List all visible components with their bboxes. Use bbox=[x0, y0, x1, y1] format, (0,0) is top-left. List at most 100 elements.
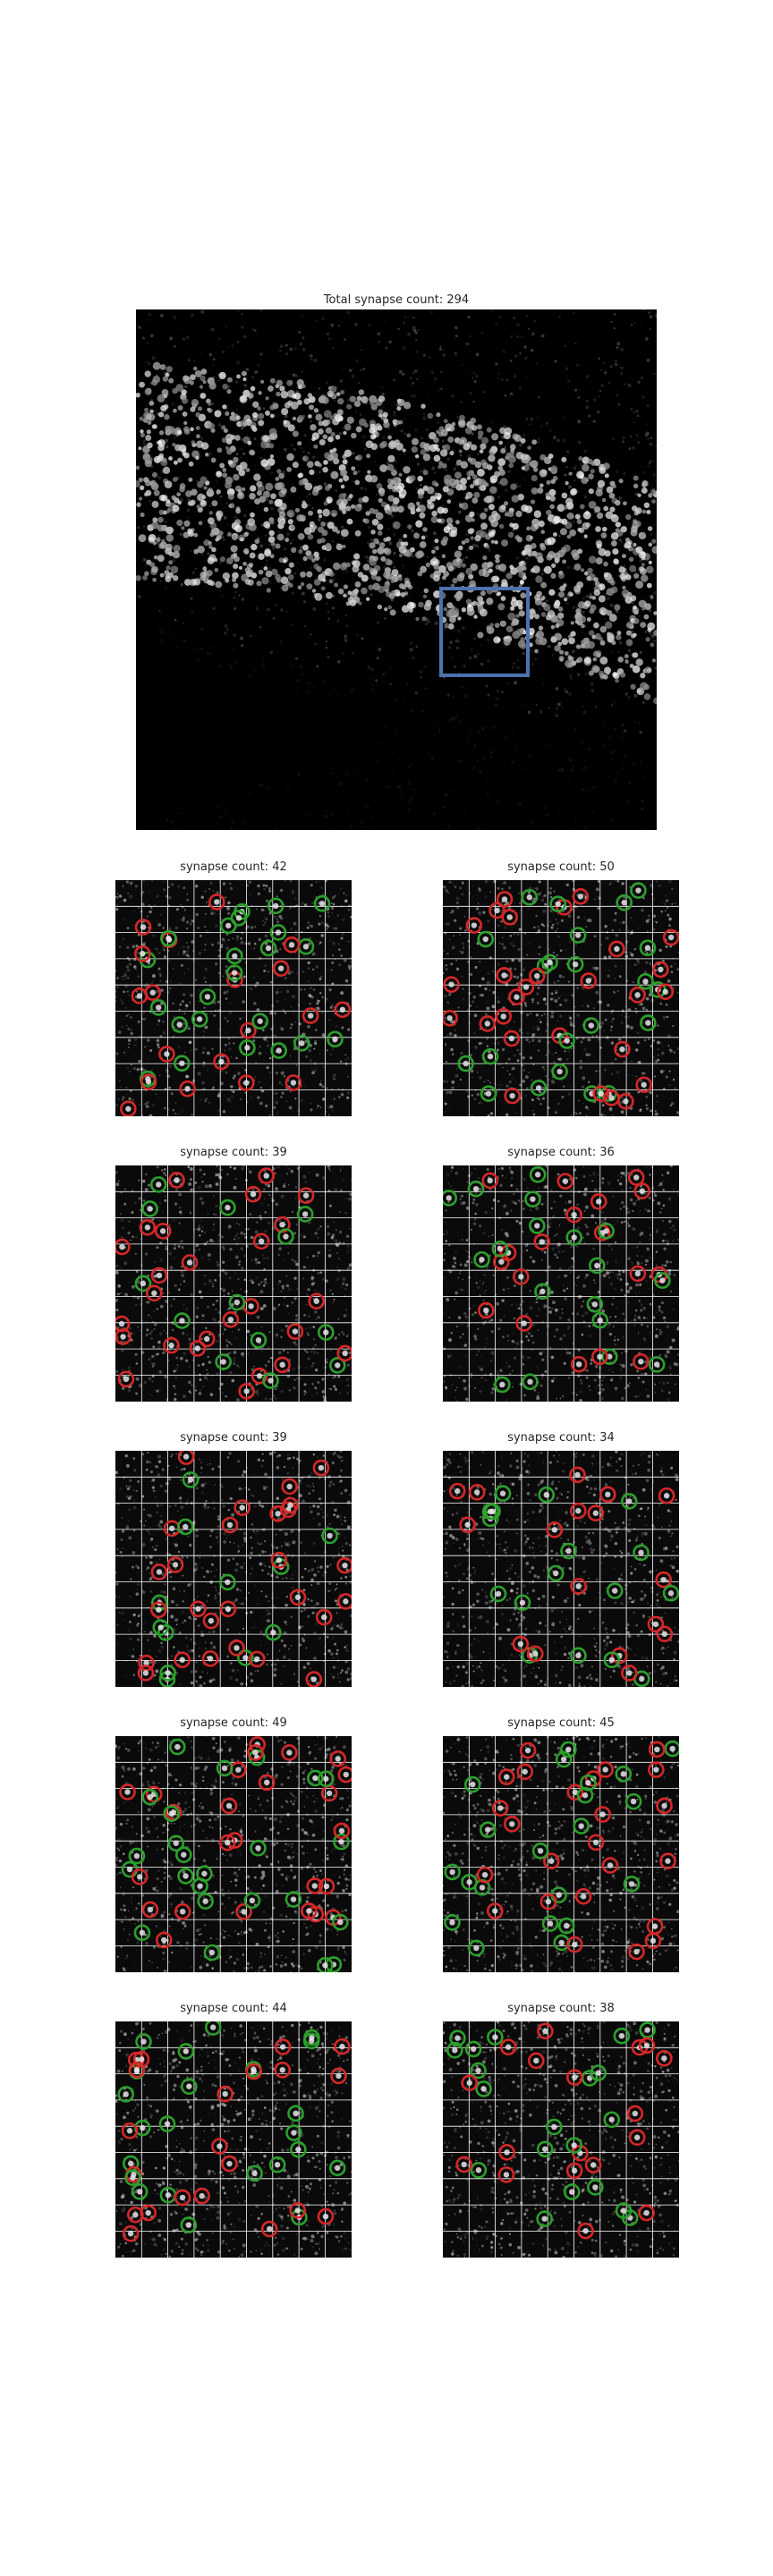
synapse-marker-green bbox=[549, 895, 566, 912]
synapse-marker-red bbox=[448, 1482, 466, 1500]
overview-image bbox=[136, 309, 657, 830]
synapse-marker-red bbox=[633, 1352, 650, 1370]
synapse-marker-red bbox=[238, 1074, 255, 1091]
synapse-marker-green bbox=[230, 910, 248, 927]
synapse-marker-green bbox=[277, 1228, 294, 1245]
panel-title: synapse count: 34 bbox=[507, 1431, 615, 1445]
panel-title: synapse count: 38 bbox=[507, 2002, 615, 2015]
synapse-marker-red bbox=[285, 1074, 302, 1091]
synapse-marker-red bbox=[334, 2038, 351, 2055]
synapse-marker-red bbox=[208, 894, 225, 911]
panel-image bbox=[115, 1165, 352, 1402]
synapse-marker-red bbox=[527, 2052, 545, 2070]
synapse-marker-red bbox=[546, 1521, 564, 1538]
synapse-marker-red bbox=[247, 1744, 264, 1761]
synapse-marker-red bbox=[174, 1902, 191, 1920]
synapse-marker-red bbox=[638, 2037, 656, 2055]
synapse-marker-green bbox=[268, 2156, 286, 2174]
synapse-marker-green bbox=[586, 1296, 604, 1313]
panel-image bbox=[443, 880, 679, 1116]
synapse-marker-green bbox=[489, 1585, 507, 1603]
synapse-marker-red bbox=[526, 1645, 544, 1663]
synapse-marker-green bbox=[117, 2086, 135, 2103]
synapse-marker-red bbox=[592, 1085, 610, 1102]
synapse-marker-green bbox=[491, 1240, 509, 1258]
synapse-marker-green bbox=[262, 1372, 279, 1389]
synapse-marker-green bbox=[269, 924, 287, 941]
synapse-marker-red bbox=[145, 1284, 163, 1302]
synapse-marker-red bbox=[238, 1383, 255, 1400]
synapse-marker-green bbox=[560, 1542, 577, 1560]
synapse-marker-red bbox=[131, 987, 149, 1004]
synapse-marker-red bbox=[565, 2162, 583, 2180]
synapse-marker-green bbox=[603, 1651, 621, 1669]
synapse-marker-green bbox=[624, 1792, 642, 1810]
synapse-marker-green bbox=[327, 1030, 344, 1048]
synapse-marker-green bbox=[167, 1835, 185, 1852]
synapse-marker-green bbox=[480, 1085, 497, 1102]
synapse-marker-green bbox=[623, 1876, 641, 1893]
synapse-marker-red bbox=[455, 2156, 472, 2174]
synapse-marker-red bbox=[306, 1877, 324, 1894]
synapse-marker-red bbox=[286, 1323, 304, 1340]
synapse-marker-red bbox=[662, 928, 679, 946]
synapse-marker-green bbox=[531, 1843, 549, 1860]
synapse-marker-green bbox=[494, 1485, 512, 1503]
synapse-marker-green bbox=[551, 1063, 568, 1080]
synapse-marker-green bbox=[313, 894, 331, 912]
synapse-marker-green bbox=[215, 1353, 232, 1370]
synapse-marker-green bbox=[473, 1250, 490, 1268]
synapse-marker-red bbox=[580, 972, 598, 989]
synapse-marker-red bbox=[140, 2204, 157, 2222]
synapse-marker-red bbox=[443, 1009, 458, 1027]
synapse-marker-green bbox=[587, 2179, 604, 2196]
synapse-marker-red bbox=[638, 2204, 655, 2222]
synapse-marker-green bbox=[463, 1775, 481, 1793]
synapse-marker-green bbox=[446, 2041, 463, 2059]
synapse-marker-green bbox=[328, 1357, 346, 1374]
synapse-marker-green bbox=[250, 1839, 267, 1857]
synapse-marker-red bbox=[635, 1076, 652, 1094]
synapse-marker-red bbox=[648, 1741, 666, 1758]
synapse-marker-green bbox=[538, 1486, 556, 1504]
synapse-marker-green bbox=[555, 1750, 573, 1768]
synapse-marker-red bbox=[574, 1887, 592, 1905]
synapse-marker-red bbox=[221, 1516, 239, 1534]
panel-micrograph bbox=[115, 880, 352, 1116]
synapse-marker-red bbox=[537, 2022, 554, 2040]
synapse-marker-red bbox=[240, 1021, 257, 1039]
synapse-marker-red bbox=[318, 1877, 336, 1895]
synapse-marker-red bbox=[627, 1169, 645, 1186]
synapse-marker-red bbox=[217, 2085, 234, 2103]
synapse-marker-green bbox=[565, 1229, 583, 1246]
synapse-marker-green bbox=[176, 1518, 194, 1536]
panel-title: synapse count: 50 bbox=[507, 860, 615, 874]
synapse-marker-red bbox=[443, 976, 460, 993]
synapse-marker-red bbox=[181, 1254, 199, 1271]
synapse-marker-green bbox=[565, 2137, 582, 2154]
synapse-marker-green bbox=[467, 1180, 485, 1198]
synapse-marker-red bbox=[590, 1193, 607, 1210]
synapse-marker-green bbox=[333, 1833, 350, 1851]
synapse-marker-green bbox=[131, 2183, 149, 2200]
synapse-marker-red bbox=[221, 2155, 238, 2173]
synapse-marker-green bbox=[160, 929, 177, 947]
panel-image bbox=[443, 1451, 679, 1687]
synapse-marker-red bbox=[628, 1943, 645, 1961]
synapse-marker-green bbox=[135, 2033, 152, 2050]
synapse-marker-green bbox=[328, 2159, 346, 2177]
panel-image bbox=[115, 1451, 352, 1687]
synapse-marker-red bbox=[499, 2038, 517, 2055]
synapse-marker-red bbox=[201, 1650, 219, 1667]
synapse-marker-red bbox=[258, 1774, 276, 1792]
synapse-marker-red bbox=[656, 1625, 674, 1643]
synapse-marker-red bbox=[628, 2129, 646, 2147]
synapse-marker-red bbox=[629, 1265, 647, 1283]
synapse-marker-green bbox=[302, 2032, 320, 2050]
panel-micrograph bbox=[115, 1736, 352, 1972]
synapse-marker-red bbox=[519, 1741, 537, 1759]
synapse-marker-red bbox=[533, 1233, 551, 1250]
synapse-marker-green bbox=[141, 1788, 159, 1806]
synapse-marker-red bbox=[565, 2069, 583, 2086]
synapse-marker-green bbox=[149, 999, 167, 1016]
